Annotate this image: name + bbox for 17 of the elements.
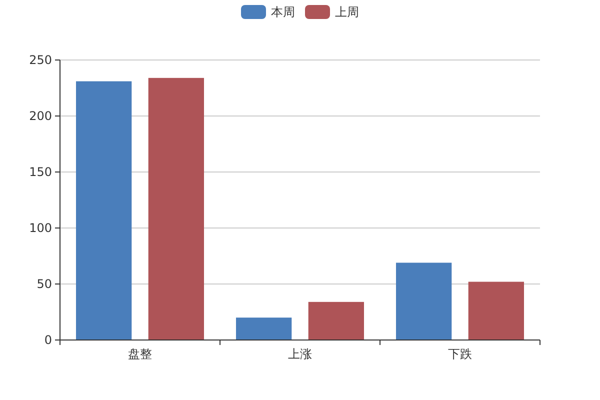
bar	[76, 81, 132, 340]
y-tick-label: 0	[44, 333, 52, 347]
x-tick-label: 下跌	[448, 347, 472, 361]
y-tick-label: 100	[29, 221, 52, 235]
y-tick-label: 150	[29, 165, 52, 179]
bar	[468, 282, 524, 340]
y-tick-label: 200	[29, 109, 52, 123]
bar	[396, 262, 452, 340]
bar	[236, 318, 292, 340]
legend-label: 上周	[335, 5, 359, 19]
bar	[308, 302, 364, 340]
bar	[148, 78, 204, 340]
x-tick-label: 盘整	[128, 347, 152, 361]
legend-label: 本周	[271, 5, 295, 19]
x-tick-label: 上涨	[288, 347, 312, 361]
y-tick-label: 250	[29, 53, 52, 67]
y-tick-label: 50	[36, 277, 52, 291]
